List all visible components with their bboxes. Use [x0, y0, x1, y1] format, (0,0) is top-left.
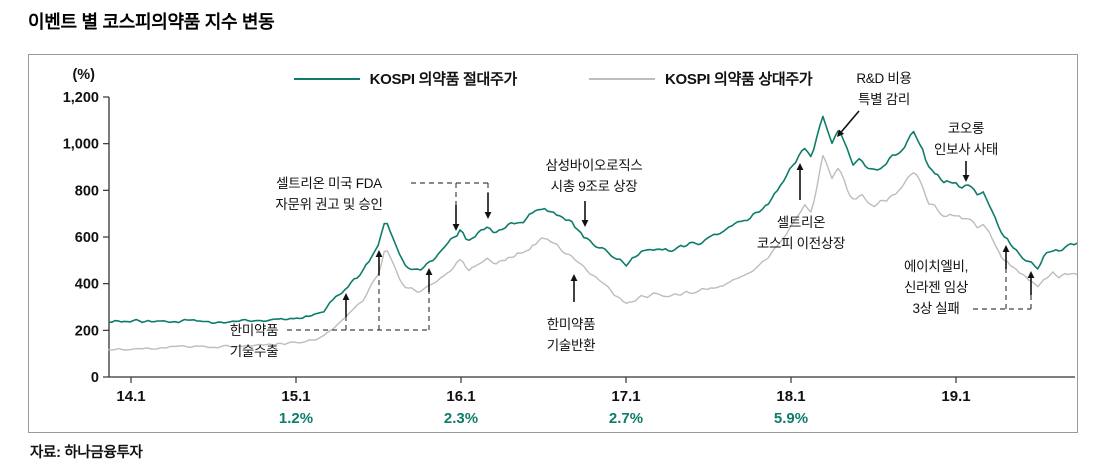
- svg-text:인보사 사태: 인보사 사태: [934, 142, 998, 157]
- svg-text:400: 400: [75, 277, 99, 293]
- svg-text:특별 감리: 특별 감리: [858, 92, 910, 107]
- legend-item-relative: KOSPI 의약품 상대주가: [589, 68, 813, 89]
- svg-text:19.1: 19.1: [941, 388, 970, 405]
- legend-label-relative: KOSPI 의약품 상대주가: [665, 71, 813, 88]
- svg-text:5.9%: 5.9%: [774, 410, 808, 427]
- svg-text:코스피 이전상장: 코스피 이전상장: [757, 236, 845, 251]
- svg-text:삼성바이오로직스: 삼성바이오로직스: [546, 158, 643, 173]
- svg-text:셀트리온: 셀트리온: [777, 215, 825, 230]
- svg-text:R&D 비용: R&D 비용: [856, 71, 911, 86]
- svg-text:200: 200: [75, 323, 99, 339]
- line-chart: 0 200 400 600 800 1,000 1,200 (%) 14.1 15.1 16.1 17…: [63, 67, 1077, 427]
- svg-text:1.2%: 1.2%: [279, 410, 313, 427]
- svg-text:신라젠 임상: 신라젠 임상: [904, 280, 968, 295]
- svg-text:시총 9조로 상장: 시총 9조로 상장: [551, 179, 638, 194]
- svg-text:18.1: 18.1: [776, 388, 805, 405]
- chart-container: KOSPI 의약품 절대주가 KOSPI 의약품 상대주가 0 200 400 600…: [28, 54, 1078, 433]
- svg-text:15.1: 15.1: [281, 388, 310, 405]
- svg-text:3상 실패: 3상 실패: [912, 301, 959, 316]
- svg-text:(%): (%): [72, 67, 95, 83]
- svg-text:2.3%: 2.3%: [444, 410, 478, 427]
- svg-text:14.1: 14.1: [116, 388, 145, 405]
- svg-text:1,200: 1,200: [63, 90, 99, 106]
- svg-text:에이치엘비,: 에이치엘비,: [904, 259, 968, 274]
- svg-text:코오롱: 코오롱: [948, 121, 984, 136]
- svg-text:셀트리온 미국 FDA: 셀트리온 미국 FDA: [276, 176, 382, 191]
- chart-legend: KOSPI 의약품 절대주가 KOSPI 의약품 상대주가: [29, 68, 1077, 89]
- svg-text:0: 0: [91, 370, 99, 386]
- page-title: 이벤트 별 코스피의약품 지수 변동: [28, 12, 275, 32]
- legend-item-absolute: KOSPI 의약품 절대주가: [293, 68, 518, 89]
- legend-line-sample-absolute: [293, 77, 360, 80]
- source-note: 자료: 하나금융투자: [30, 445, 143, 461]
- svg-text:16.1: 16.1: [446, 388, 475, 405]
- svg-text:한미약품: 한미약품: [230, 323, 278, 338]
- svg-text:한미약품: 한미약품: [547, 317, 595, 332]
- legend-label-absolute: KOSPI 의약품 절대주가: [369, 71, 518, 88]
- svg-text:600: 600: [75, 230, 99, 246]
- svg-text:2.7%: 2.7%: [609, 410, 643, 427]
- svg-text:기술수출: 기술수출: [230, 344, 278, 359]
- svg-text:17.1: 17.1: [611, 388, 640, 405]
- legend-line-sample-relative: [589, 77, 655, 80]
- svg-text:1,000: 1,000: [63, 137, 99, 153]
- svg-text:자문위 권고 및 승인: 자문위 권고 및 승인: [275, 197, 382, 212]
- svg-text:기술반환: 기술반환: [547, 338, 595, 353]
- svg-text:800: 800: [75, 183, 99, 199]
